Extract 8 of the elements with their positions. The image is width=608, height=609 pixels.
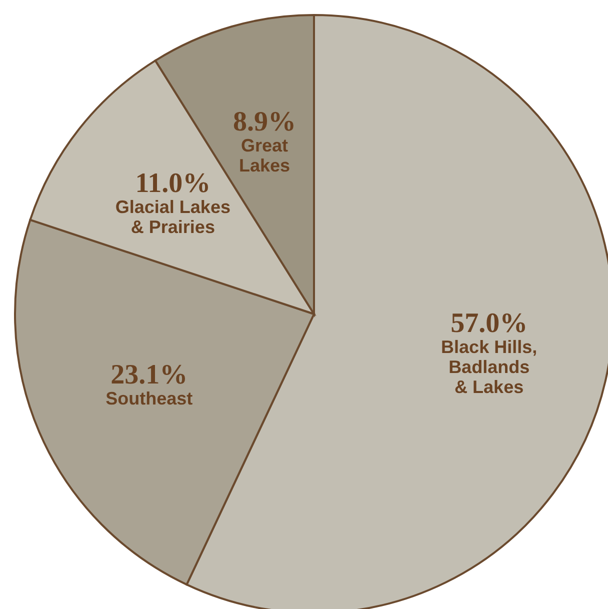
data-label: 23.1% bbox=[110, 360, 188, 391]
slice-label: Glacial Lakes & Prairies bbox=[115, 197, 230, 238]
data-label: 8.9% bbox=[232, 106, 296, 138]
slice-label: Great Lakes bbox=[238, 136, 290, 176]
slice-label: Southeast bbox=[106, 388, 193, 409]
slice-label: Black Hills, Badlands & Lakes bbox=[441, 337, 538, 398]
data-label: 57.0% bbox=[450, 308, 528, 340]
data-label: 11.0% bbox=[135, 168, 211, 200]
